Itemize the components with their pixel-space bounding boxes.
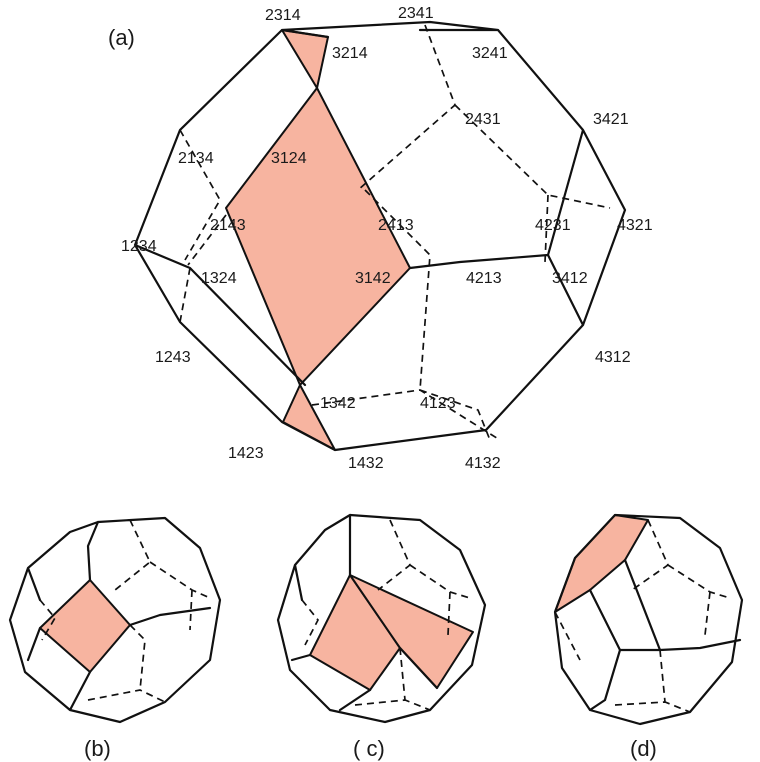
panel-d-label: (d) xyxy=(630,736,657,761)
vertex-label: 1234 xyxy=(121,238,157,255)
vertex-label: 3214 xyxy=(332,45,368,62)
shaded-face-main xyxy=(225,87,411,386)
vertex-label: 3412 xyxy=(552,270,588,287)
hidden-edges xyxy=(39,519,211,703)
vertex-label: 1243 xyxy=(155,349,191,366)
vertex-label: 2341 xyxy=(398,5,434,22)
shaded-face-top xyxy=(281,29,329,89)
panel-b-label: (b) xyxy=(84,736,111,761)
panel-c-label: ( c) xyxy=(353,736,385,761)
vertex-label: 3421 xyxy=(593,111,629,128)
panel-a-label: (a) xyxy=(108,25,135,50)
hidden-edges xyxy=(179,24,611,441)
shaded-face-square xyxy=(39,579,131,673)
vertex-label: 3124 xyxy=(271,150,307,167)
vertex-label: 3241 xyxy=(472,45,508,62)
vertex-label: 2431 xyxy=(465,111,501,128)
vertex-label: 4213 xyxy=(466,270,502,287)
vertex-label: 4312 xyxy=(595,349,631,366)
visible-edges xyxy=(133,20,627,452)
vertex-label: 3142 xyxy=(355,270,391,287)
panel-c: ( c) xyxy=(276,513,487,761)
vertex-label: 4132 xyxy=(465,455,501,472)
vertex-label: 1432 xyxy=(348,455,384,472)
vertex-label: 4123 xyxy=(420,395,456,412)
panel-a: (a) 2314 2341 3214 3241 2431 3421 2134 3… xyxy=(108,5,653,472)
visible-edges xyxy=(8,516,222,724)
vertex-label: 1324 xyxy=(201,270,237,287)
hidden-edges xyxy=(554,519,731,713)
vertex-label: 2314 xyxy=(265,7,301,24)
vertex-label: 2143 xyxy=(210,217,246,234)
visible-edges xyxy=(553,513,744,726)
hidden-edges xyxy=(301,519,471,711)
vertex-label: 1342 xyxy=(320,395,356,412)
panel-b: (b) xyxy=(8,516,222,761)
vertex-label: 4231 xyxy=(535,217,571,234)
vertex-label: 2134 xyxy=(178,150,214,167)
vertex-label: 2413 xyxy=(378,217,414,234)
vertex-label: 1423 xyxy=(228,445,264,462)
vertex-label: 4321 xyxy=(617,217,653,234)
visible-edges xyxy=(276,513,487,724)
panel-d: (d) xyxy=(553,513,744,761)
